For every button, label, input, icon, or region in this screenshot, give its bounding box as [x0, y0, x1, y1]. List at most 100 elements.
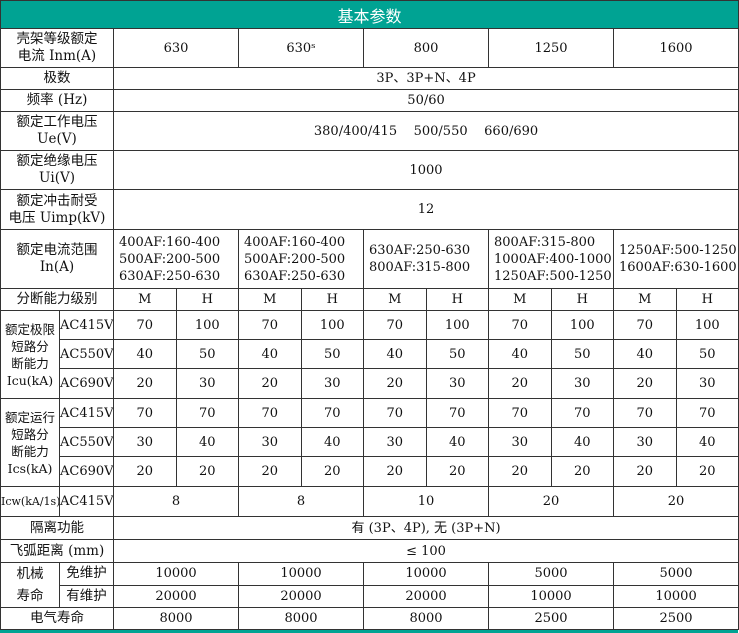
label: 极数 [0, 67, 114, 90]
value-cell: 630 [113, 28, 239, 68]
value-cell: 100 [175, 310, 239, 340]
value-cell: M [113, 288, 177, 311]
value-cell: 400AF:160-400 500AF:200-500 630AF:250-63… [238, 229, 364, 289]
value-cell: 40 [300, 427, 364, 457]
value-cell: 10000 [113, 562, 239, 586]
value-cell: 20 [550, 456, 614, 487]
value-cell: 40 [550, 427, 614, 457]
value-cell: 800 [363, 28, 489, 68]
value-cell: 30 [613, 427, 677, 457]
label: 隔离功能 [0, 516, 114, 540]
value-cell: 20 [300, 456, 364, 487]
ue-value: 380/400/415 500/550 660/690 [112, 111, 739, 151]
value-cell: 8 [113, 486, 239, 517]
value-cell: 630AF:250-630 800AF:315-800 [363, 229, 489, 289]
row-frame-current: 壳架等级额定 电流 Inm(A) 630 630ˢ 800 1250 1600 [0, 28, 739, 68]
label: 频率 (Hz) [0, 89, 114, 112]
value-cell: 70 [363, 398, 427, 428]
label: 分断能力级别 [0, 288, 114, 311]
value-cell: 10000 [363, 562, 489, 586]
value-cell: 70 [175, 398, 239, 428]
value-cell: 40 [363, 339, 427, 369]
value-cell: 70 [613, 398, 677, 428]
isolation-value: 有 (3P、4P), 无 (3P+N) [112, 516, 739, 540]
value-cell: 20 [175, 456, 239, 487]
label: 机械 寿命 [0, 562, 60, 608]
value-cell: 70 [238, 398, 302, 428]
value-cell: 10 [363, 486, 489, 517]
value-cell: 20 [612, 486, 739, 517]
value-cell: 2500 [488, 607, 614, 630]
value-cell: H [425, 288, 489, 311]
value-cell: 8000 [363, 607, 489, 630]
value-cell: 2500 [612, 607, 739, 630]
value-cell: 20000 [363, 584, 489, 608]
value-cell: 1600 [612, 28, 739, 68]
voltage: AC550V [59, 427, 114, 457]
label: 电气寿命 [0, 607, 114, 630]
value-cell: 10000 [238, 562, 364, 586]
value-cell: 50 [425, 339, 489, 369]
value-cell: 40 [675, 427, 739, 457]
value-cell: 20 [613, 368, 677, 399]
value-cell: 70 [113, 310, 177, 340]
value-cell: 400AF:160-400 500AF:200-500 630AF:250-63… [113, 229, 239, 289]
value-cell: 40 [238, 339, 302, 369]
value-cell: 30 [363, 427, 427, 457]
value-cell: 40 [113, 339, 177, 369]
value-cell: 10000 [612, 584, 739, 608]
value-cell: 20 [488, 486, 614, 517]
value-cell: 800AF:315-800 1000AF:400-1000 1250AF:500… [488, 229, 614, 289]
voltage: AC415V [59, 486, 114, 517]
value-cell: 70 [238, 310, 302, 340]
voltage: AC690V [59, 456, 114, 487]
value-cell: 100 [425, 310, 489, 340]
value-cell: 1250AF:500-1250 1600AF:630-1600 [612, 229, 739, 289]
value-cell: 20 [113, 368, 177, 399]
value-cell: 50 [550, 339, 614, 369]
label: 飞弧距离 (mm) [0, 539, 114, 563]
value-cell: 70 [300, 398, 364, 428]
voltage: AC550V [59, 339, 114, 369]
table-title: 基本参数 [0, 0, 739, 29]
value-cell: 20 [425, 456, 489, 487]
value-cell: 40 [425, 427, 489, 457]
arc-distance-value: ≤ 100 [112, 539, 739, 563]
value-cell: 70 [488, 310, 552, 340]
frequency-value: 50/60 [112, 89, 739, 112]
value-cell: 50 [675, 339, 739, 369]
label: 额定电流范围 In(A) [0, 229, 114, 289]
value-cell: 20 [613, 456, 677, 487]
value-cell: 30 [113, 427, 177, 457]
uimp-value: 12 [112, 189, 739, 230]
value-cell: 40 [613, 339, 677, 369]
value-cell: 20 [113, 456, 177, 487]
value-cell: 50 [175, 339, 239, 369]
value-cell: M [238, 288, 302, 311]
value-cell: M [613, 288, 677, 311]
voltage: AC415V [59, 310, 114, 340]
value-cell: 100 [300, 310, 364, 340]
value-cell: 50 [300, 339, 364, 369]
value-cell: 8000 [113, 607, 239, 630]
value-cell: 70 [488, 398, 552, 428]
value-cell: 20 [675, 456, 739, 487]
value-cell: 100 [550, 310, 614, 340]
value-cell: 10000 [488, 584, 614, 608]
value-cell: 20 [363, 368, 427, 399]
voltage: AC415V [59, 398, 114, 428]
label: 额定工作电压 Ue(V) [0, 111, 114, 151]
label: 额定运行 短路分 断能力 Ics(kA) [0, 398, 60, 487]
value-cell: H [300, 288, 364, 311]
value-cell: 70 [613, 310, 677, 340]
value-cell: 630ˢ [238, 28, 364, 68]
value-cell: 30 [488, 427, 552, 457]
label: 额定极限 短路分 断能力 Icu(kA) [0, 310, 60, 399]
label: 额定绝缘电压 Ui(V) [0, 150, 114, 190]
value-cell: 100 [675, 310, 739, 340]
value-cell: 40 [175, 427, 239, 457]
value-cell: 1250 [488, 28, 614, 68]
ui-value: 1000 [112, 150, 739, 190]
value-cell: 70 [363, 310, 427, 340]
